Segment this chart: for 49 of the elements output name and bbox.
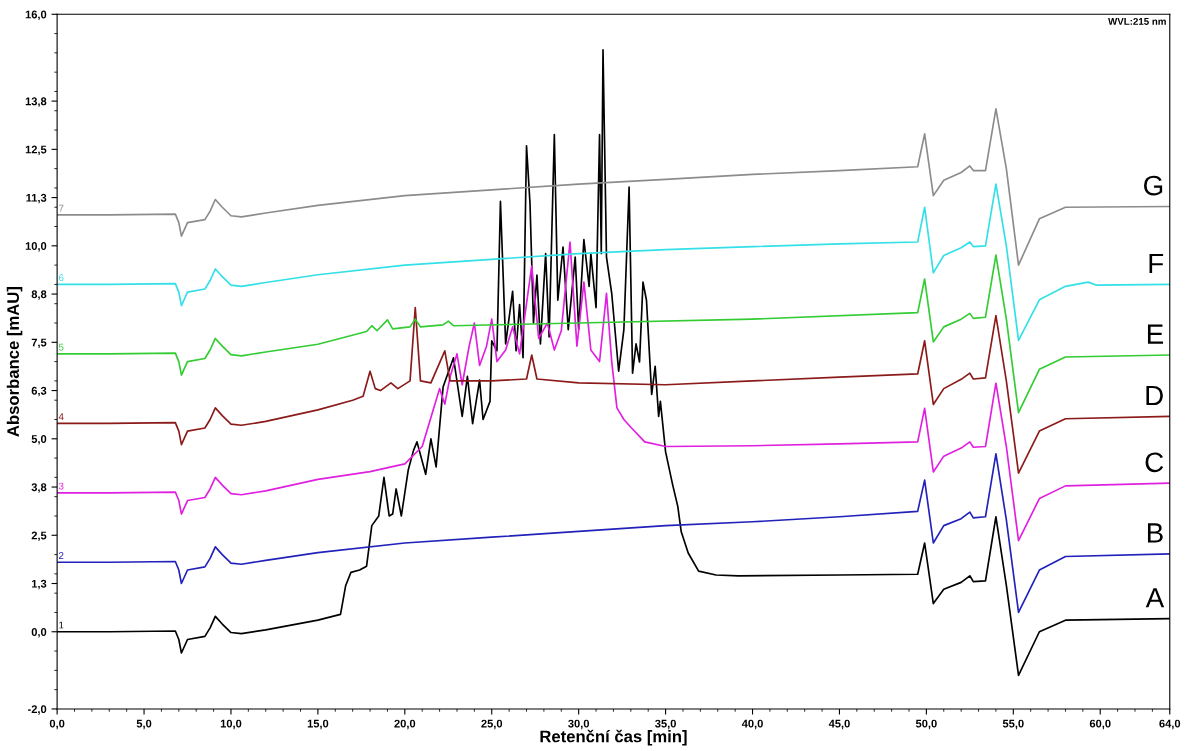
y-tick-label: 5,0 (31, 435, 47, 445)
x-tick-label: 15,0 (307, 719, 329, 730)
line-series (57, 241, 1170, 542)
x-tick-label: 60,0 (1089, 719, 1111, 730)
annotation: 2 (59, 552, 64, 559)
series-label: E (1147, 324, 1164, 344)
series-label: C (1145, 452, 1164, 473)
x-tick-label: 10,0 (220, 719, 242, 730)
x-tick-label: 0,0 (49, 719, 65, 730)
series-label: A (1145, 588, 1165, 608)
y-axis-title: Absorbance [mAU] (6, 287, 23, 437)
line-series (57, 254, 1170, 414)
y-tick-label: 10,0 (25, 242, 47, 252)
series-label: G (1144, 175, 1163, 196)
series-label: D (1146, 385, 1163, 406)
x-tick-label: 30,0 (568, 719, 590, 730)
y-tick-label: 8,8 (31, 290, 47, 300)
x-axis-title: Retenční čas [min] (540, 729, 687, 746)
series-label: B (1147, 523, 1163, 543)
x-tick-label: 20,0 (394, 719, 416, 730)
annotation: 4 (58, 413, 64, 420)
x-tick-label: 5,0 (136, 719, 152, 730)
y-tick-label: 1,3 (31, 579, 47, 590)
annotation: 1 (59, 621, 64, 629)
y-tick-label: 2,5 (31, 531, 47, 542)
y-tick-label: 13,8 (25, 97, 47, 107)
y-tick-label: -2,0 (27, 705, 47, 715)
annotation: WVL:215 nm (1108, 18, 1166, 25)
y-tick-label: 7,5 (31, 338, 47, 349)
annotation: 5 (58, 343, 64, 351)
annotation: 7 (59, 204, 64, 212)
line-series (57, 453, 1170, 614)
x-tick-label: 40,0 (741, 719, 763, 730)
x-tick-label: 25,0 (481, 719, 503, 730)
series-label: F (1149, 253, 1164, 274)
x-tick-label: 50,0 (915, 719, 937, 730)
y-tick-label: 3,8 (31, 483, 47, 493)
x-tick-label: 35,0 (655, 719, 676, 730)
y-tick-label: 6,3 (31, 386, 47, 397)
x-tick-label: 55,0 (1002, 719, 1024, 730)
x-tick-label: 64,0 (1159, 719, 1181, 730)
x-tick-label: 45,0 (828, 719, 850, 730)
y-tick-label: 0,0 (31, 628, 47, 638)
line-series (57, 306, 1170, 474)
y-tick-label: 16,0 (25, 10, 47, 21)
annotation: 3 (58, 482, 64, 490)
annotation: 6 (59, 274, 64, 282)
y-tick-label: 12,5 (25, 145, 47, 156)
y-tick-label: 11,3 (26, 193, 47, 204)
